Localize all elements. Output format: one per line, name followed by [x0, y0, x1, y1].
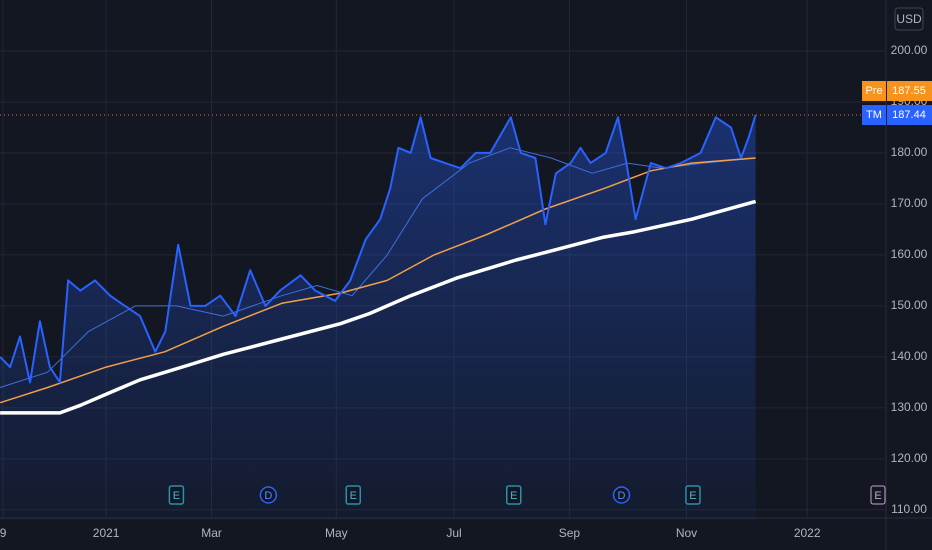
event-label: E — [350, 490, 357, 502]
axis-event-box[interactable] — [870, 485, 886, 505]
price-tag-bg — [887, 81, 932, 102]
event-marker — [345, 485, 362, 505]
axis-event: E — [874, 490, 881, 502]
event-label: D — [618, 490, 626, 502]
x-tick-label: Nov — [676, 526, 697, 540]
event-marker — [612, 486, 631, 504]
x-tick-label: 2021 — [93, 526, 120, 540]
event-label: D — [264, 490, 272, 502]
event-label: E — [510, 490, 517, 502]
y-tick-label: 200.00 — [891, 43, 928, 57]
event-marker — [259, 486, 278, 504]
event-marker — [685, 485, 701, 505]
y-tick-label: 160.00 — [891, 247, 928, 261]
x-tick-label: Mar — [201, 526, 222, 540]
x-tick-label: Sep — [559, 526, 581, 540]
moving-average — [0, 199, 757, 415]
event-marker — [505, 485, 522, 505]
price-tag-name-bg — [862, 81, 886, 102]
price-tag-name: Pre — [865, 85, 882, 97]
y-tick-label: 130.00 — [891, 400, 928, 414]
event-marker — [168, 485, 185, 505]
y-tick-label: 140.00 — [891, 349, 928, 363]
y-tick-label: 180.00 — [891, 145, 928, 159]
price-area — [0, 115, 756, 520]
x-tick-label: May — [325, 526, 348, 540]
y-tick-label: 150.00 — [891, 298, 928, 312]
event-label: E — [689, 490, 696, 502]
y-tick-label: 120.00 — [891, 451, 928, 465]
price-tag-name-bg — [862, 105, 886, 126]
y-tick-label: 110.00 — [891, 502, 927, 516]
price-tag-value: 187.55 — [892, 85, 926, 97]
currency: USD — [896, 12, 922, 26]
price-tag-bg — [887, 105, 932, 126]
x-tick-label: Jul — [446, 526, 461, 540]
y-tick-label: 170.00 — [891, 196, 928, 210]
x-tick-label: 9 — [0, 526, 7, 540]
currency-box[interactable] — [894, 7, 924, 31]
price-tag-name: TM — [866, 109, 882, 121]
moving-average — [0, 157, 756, 404]
x-tick-label: 2022 — [794, 526, 821, 540]
event-label: E — [173, 490, 180, 502]
price-line — [0, 114, 757, 384]
price-tag-value: 187.44 — [892, 109, 926, 121]
